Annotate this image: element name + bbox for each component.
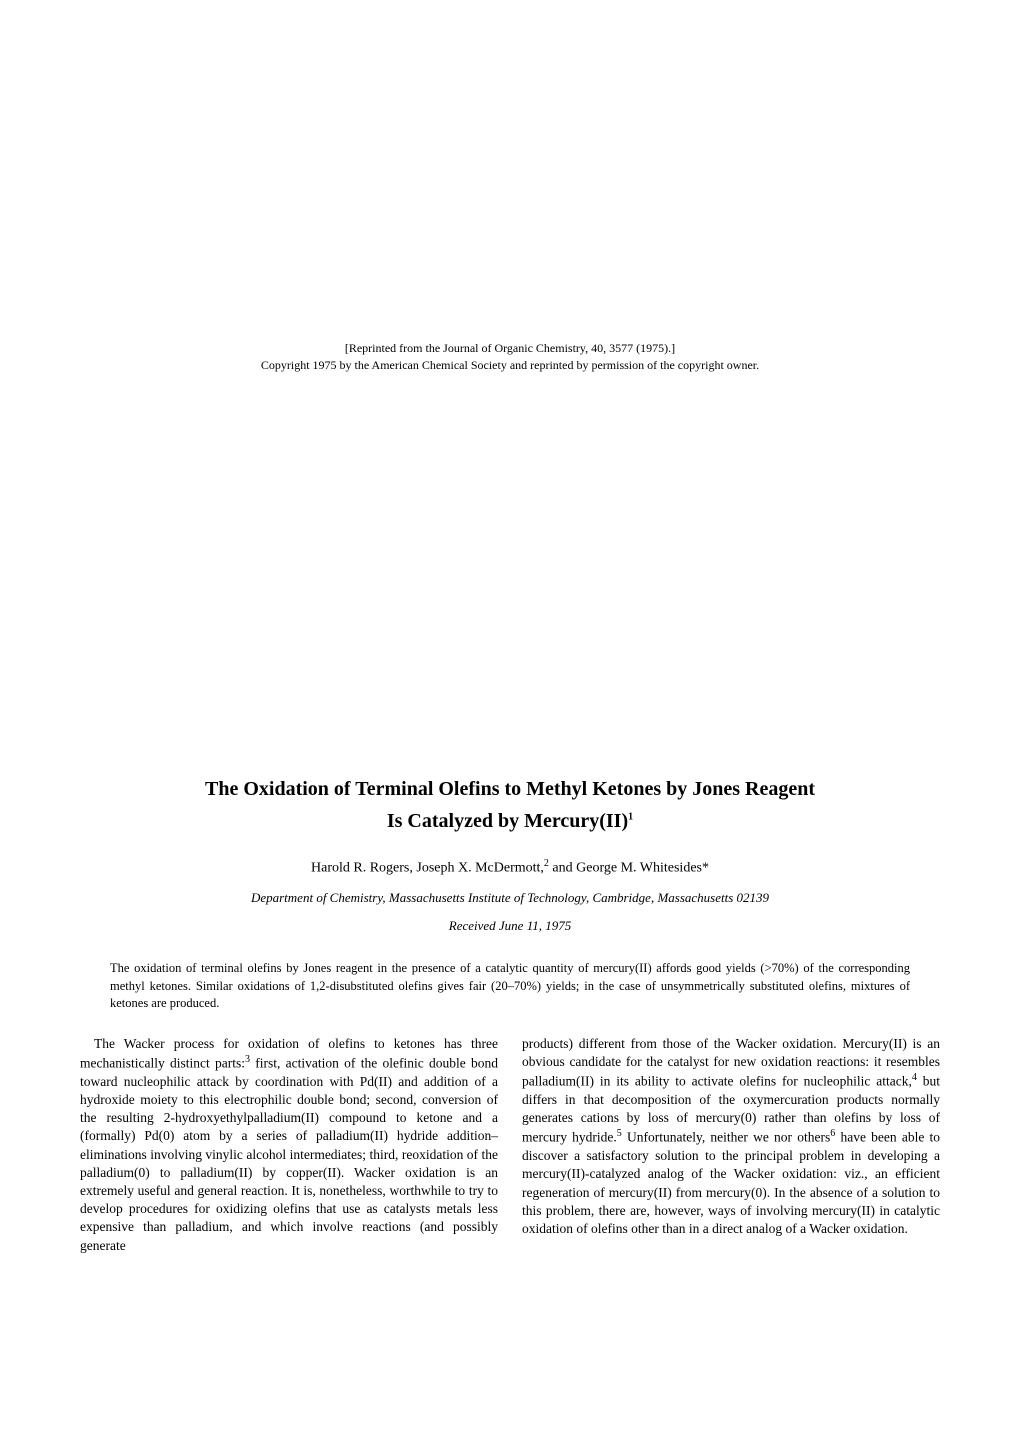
body-text-2a: products) different from those of the Wa…	[522, 1036, 940, 1089]
article-title-block: The Oxidation of Terminal Olefins to Met…	[80, 774, 940, 836]
column-left: The Wacker process for oxidation of olef…	[80, 1035, 498, 1255]
body-columns: The Wacker process for oxidation of olef…	[80, 1035, 940, 1255]
title-text: Is Catalyzed by Mercury(II)	[387, 810, 628, 832]
article-title-line-1: The Oxidation of Terminal Olefins to Met…	[80, 774, 940, 804]
abstract-text: The oxidation of terminal olefins by Jon…	[80, 960, 940, 1013]
body-text-2c: Unfortunately, neither we nor others	[622, 1130, 830, 1145]
received-date: Received June 11, 1975	[80, 918, 940, 934]
authors-line: Harold R. Rogers, Joseph X. McDermott,2 …	[80, 858, 940, 877]
body-text-2d: have been able to discover a satisfactor…	[522, 1130, 940, 1236]
title-footnote-sup: 1	[628, 811, 633, 822]
authors-post: and George M. Whitesides*	[549, 860, 709, 875]
article-title-line-2: Is Catalyzed by Mercury(II)1	[80, 806, 940, 836]
reprint-line-1: [Reprinted from the Journal of Organic C…	[80, 340, 940, 357]
body-paragraph-left: The Wacker process for oxidation of olef…	[80, 1035, 498, 1255]
authors-pre: Harold R. Rogers, Joseph X. McDermott,	[311, 860, 544, 875]
column-right: products) different from those of the Wa…	[522, 1035, 940, 1255]
reprint-line-2: Copyright 1975 by the American Chemical …	[80, 357, 940, 374]
body-paragraph-right: products) different from those of the Wa…	[522, 1035, 940, 1238]
body-text-1b: first, activation of the olefinic double…	[80, 1055, 498, 1252]
reprint-notice: [Reprinted from the Journal of Organic C…	[80, 340, 940, 374]
affiliation-line: Department of Chemistry, Massachusetts I…	[80, 890, 940, 906]
